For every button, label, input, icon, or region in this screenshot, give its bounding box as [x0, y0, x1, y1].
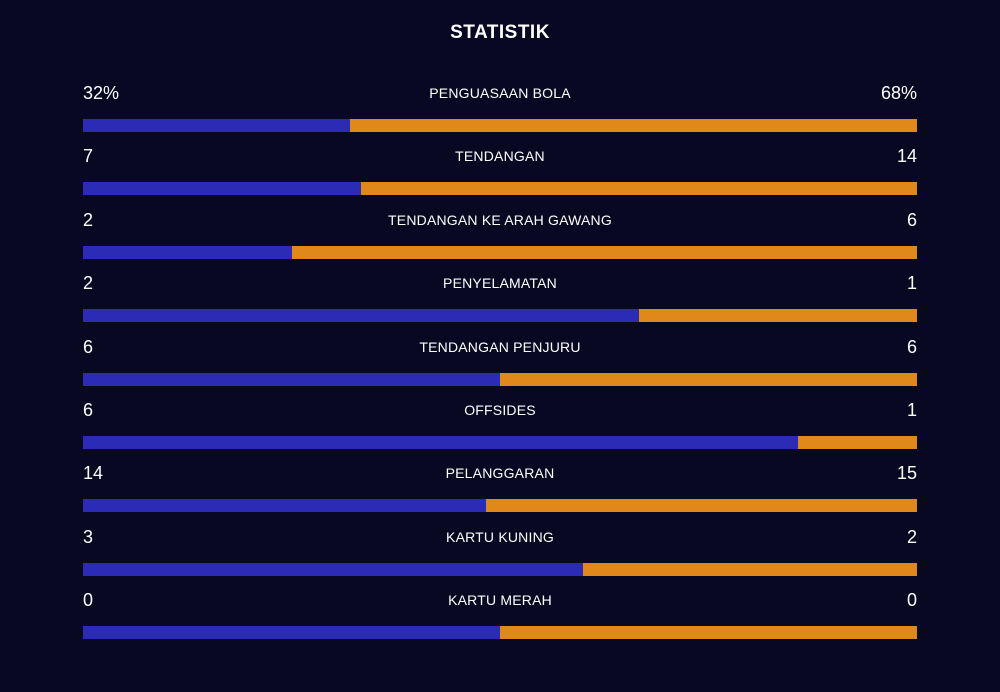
away-bar-segment: [485, 499, 917, 513]
comparison-bar: [83, 182, 917, 196]
stat-row: 6 TENDANGAN PENJURU 6: [83, 334, 917, 397]
away-bar-segment: [360, 182, 917, 196]
stat-row: 14 PELANGGARAN 15: [83, 460, 917, 523]
stats-list: 32% PENGUASAAN BOLA 68% 7 TENDANGAN 14 2 TENDAN…: [83, 80, 917, 651]
home-bar-segment: [83, 245, 292, 259]
home-value: 14: [83, 463, 104, 484]
home-value: 6: [83, 336, 94, 357]
away-value: 1: [906, 399, 917, 420]
stat-row: 32% PENGUASAAN BOLA 68%: [83, 80, 917, 143]
away-bar-segment: [349, 119, 917, 132]
home-value: 0: [83, 590, 94, 611]
away-value: 6: [906, 209, 917, 230]
stat-header: 6 TENDANGAN PENJURU 6: [83, 334, 917, 373]
stat-label: TENDANGAN PENJURU: [419, 338, 581, 355]
away-value: 2: [906, 526, 917, 547]
stat-label: PELANGGARAN: [445, 465, 555, 482]
page-title: STATISTIK: [450, 22, 550, 43]
comparison-bar: [83, 626, 917, 640]
away-value: 14: [896, 146, 917, 167]
comparison-bar: [83, 309, 917, 323]
home-bar-segment: [83, 372, 500, 386]
home-bar-segment: [83, 435, 798, 449]
home-bar-segment: [83, 499, 486, 513]
away-bar-segment: [500, 626, 917, 640]
stat-label: PENGUASAAN BOLA: [429, 85, 571, 101]
stat-row: 2 PENYELAMATAN 1: [83, 270, 917, 333]
away-bar-segment: [500, 372, 917, 386]
stat-label: TENDANGAN: [455, 148, 545, 165]
stat-header: 0 KARTU MERAH 0: [83, 587, 917, 626]
comparison-bar: [83, 435, 917, 449]
away-value: 0: [906, 590, 917, 611]
away-value: 15: [896, 463, 917, 484]
home-value: 7: [83, 146, 94, 167]
comparison-bar: [83, 119, 917, 132]
comparison-bar: [83, 562, 917, 576]
home-value: 2: [83, 273, 94, 294]
comparison-bar: [83, 245, 917, 259]
stat-header: 6 OFFSIDES 1: [83, 397, 917, 436]
stat-header: 3 KARTU KUNING 2: [83, 524, 917, 563]
stat-row: 7 TENDANGAN 14: [83, 143, 917, 206]
stat-header: 7 TENDANGAN 14: [83, 143, 917, 182]
stat-header: 2 PENYELAMATAN 1: [83, 270, 917, 309]
away-bar-segment: [797, 435, 917, 449]
stat-row: 6 OFFSIDES 1: [83, 397, 917, 460]
home-bar-segment: [83, 626, 500, 640]
stat-label: KARTU KUNING: [446, 528, 554, 545]
stat-row: 3 KARTU KUNING 2: [83, 524, 917, 587]
comparison-bar: [83, 499, 917, 513]
stat-header: 14 PELANGGARAN 15: [83, 460, 917, 499]
home-bar-segment: [83, 182, 361, 196]
stat-header: 32% PENGUASAAN BOLA 68%: [83, 80, 917, 119]
home-value: 32%: [83, 83, 120, 103]
stat-label: TENDANGAN KE ARAH GAWANG: [388, 211, 612, 228]
stat-row: 0 KARTU MERAH 0: [83, 587, 917, 650]
home-bar-segment: [83, 562, 584, 576]
away-value: 68%: [880, 83, 917, 103]
home-bar-segment: [83, 119, 350, 132]
stat-header: 2 TENDANGAN KE ARAH GAWANG 6: [83, 207, 917, 246]
home-value: 3: [83, 526, 94, 547]
away-value: 6: [906, 336, 917, 357]
stat-label: KARTU MERAH: [448, 592, 552, 609]
stat-row: 2 TENDANGAN KE ARAH GAWANG 6: [83, 207, 917, 270]
stat-label: OFFSIDES: [464, 401, 536, 418]
home-value: 2: [83, 209, 94, 230]
home-value: 6: [83, 399, 94, 420]
away-value: 1: [906, 273, 917, 294]
away-bar-segment: [583, 562, 917, 576]
stat-label: PENYELAMATAN: [443, 275, 557, 292]
away-bar-segment: [291, 245, 917, 259]
away-bar-segment: [639, 309, 917, 323]
comparison-bar: [83, 372, 917, 386]
home-bar-segment: [83, 309, 640, 323]
